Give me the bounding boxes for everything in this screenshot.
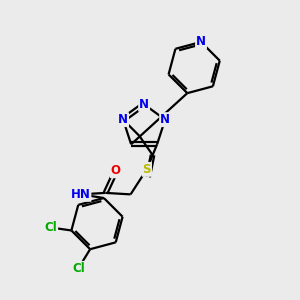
Text: S: S bbox=[142, 163, 151, 176]
Text: N: N bbox=[118, 113, 128, 126]
Text: Cl: Cl bbox=[44, 221, 57, 234]
Text: HN: HN bbox=[70, 188, 91, 201]
Text: N: N bbox=[139, 98, 149, 111]
Text: O: O bbox=[111, 164, 121, 177]
Text: Cl: Cl bbox=[72, 262, 85, 275]
Text: N: N bbox=[160, 113, 170, 126]
Text: N: N bbox=[196, 35, 206, 49]
